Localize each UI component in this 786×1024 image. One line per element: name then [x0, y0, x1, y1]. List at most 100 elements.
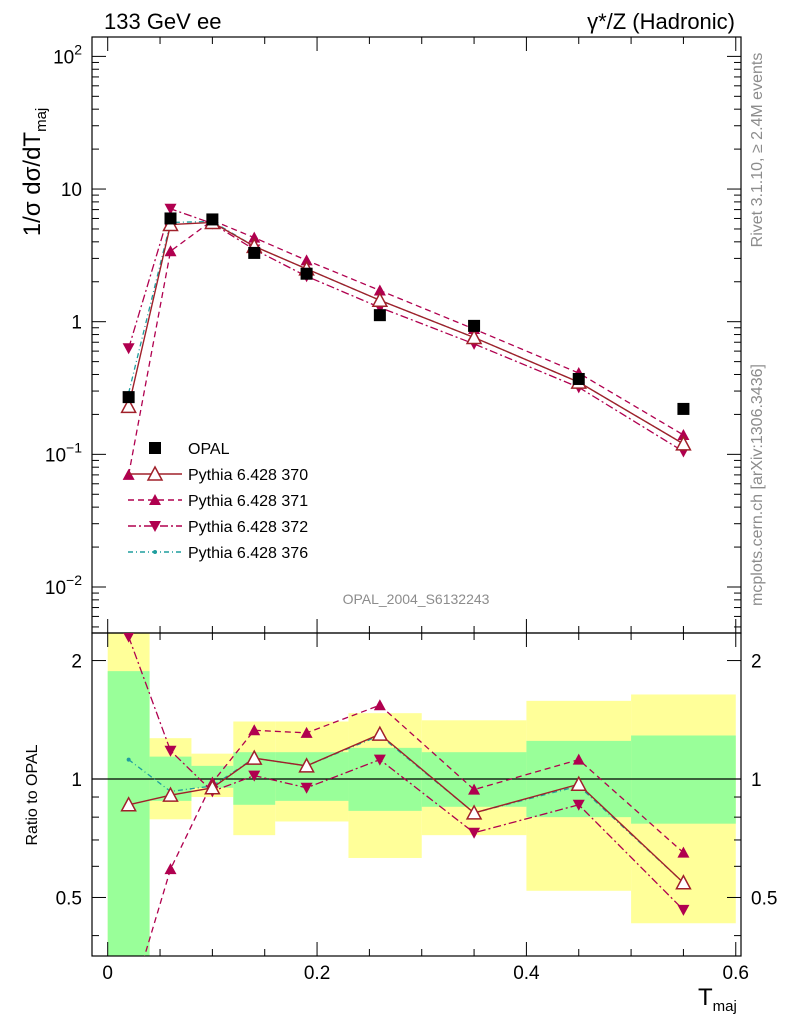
ratio-plot-frame [91, 632, 742, 957]
legend-label: Pythia 6.428 371 [188, 493, 308, 510]
main-point [120, 397, 137, 414]
ratio-point [162, 786, 179, 802]
ratio-point [248, 724, 261, 736]
main-plot-frame [91, 36, 742, 634]
ratio-point [570, 775, 588, 791]
x-axis-label-sub: maj [713, 998, 737, 1015]
main-point [164, 203, 177, 215]
ratio-band-green [107, 671, 150, 956]
main-point [206, 213, 219, 226]
ratio-y-tick-label-right: 2 [751, 652, 762, 673]
x-tick-label: 0 [102, 963, 113, 984]
main-point [122, 391, 135, 404]
ratio-y-axis-label: Ratio to OPAL [24, 744, 41, 845]
ratio-point [164, 745, 177, 757]
ratio-point [371, 725, 389, 741]
legend: OPAL Pythia 6.428 370 Pythia 6.428 371 Pyth… [128, 441, 308, 562]
ratio-uncertainty-bands [92, 633, 741, 956]
main-y-tick-label: 102 [53, 41, 82, 68]
ratio-point [468, 827, 481, 839]
ratio-y-tick-label-left: 1 [71, 770, 82, 791]
main-point [300, 254, 313, 266]
main-point [677, 428, 690, 440]
main-point [468, 319, 481, 332]
main-y-axis-label-text: 1/σ dσ/dT [19, 132, 46, 237]
main-series-line [128, 207, 684, 453]
x-tick-label: 0.2 [304, 963, 330, 984]
ratio-point [123, 633, 134, 643]
ratio-point [373, 754, 386, 766]
main-y-tick-label: 10−2 [45, 572, 82, 599]
ratio-point [204, 779, 221, 795]
ratio-y-tick-label-left: 2 [71, 652, 82, 673]
ratio-point [123, 1003, 135, 1014]
legend-marker [149, 494, 161, 505]
svg-text:Tmaj: Tmaj [698, 984, 737, 1015]
legend-marker [146, 465, 164, 481]
main-y-tick-label: 10 [61, 180, 82, 201]
x-tick-label: 0.6 [723, 963, 749, 984]
legend-marker [149, 442, 161, 454]
main-y-axis-label: 1/σ dσ/dTmaj [19, 108, 50, 237]
ratio-point [300, 726, 313, 738]
legend-label: Pythia 6.428 370 [188, 467, 308, 484]
x-tick-label: 0.4 [513, 963, 540, 984]
ratio-y-tick-label-right: 0.5 [751, 888, 777, 909]
main-point [164, 245, 177, 257]
ratio-point [675, 874, 692, 890]
ratio-y-tick-label-right: 1 [751, 770, 762, 791]
main-y-axis-label-sub: maj [33, 108, 50, 132]
main-point [675, 435, 692, 451]
mcplots-note: mcplots.cern.ch [arXiv:1306.3436] [749, 364, 766, 606]
main-point [373, 309, 386, 322]
main-series-line [128, 220, 684, 445]
main-y-tick-label: 1 [71, 313, 82, 334]
ratio-series-line [128, 734, 684, 884]
ratio-point [300, 782, 313, 794]
legend-label: OPAL [188, 441, 230, 458]
ratio-point [126, 757, 131, 762]
svg-text:1/σ dσ/dTmaj: 1/σ dσ/dTmaj [19, 108, 50, 237]
ratio-point [164, 863, 177, 875]
x-axis-label-text: T [698, 984, 713, 1011]
ratio-point [373, 699, 386, 711]
ratio-point [468, 783, 481, 795]
main-point [248, 231, 261, 243]
main-point [300, 267, 313, 280]
ratio-axis-ticks: 0.5 0.5 1 1 2 2 0 0.2 0.4 0.6 [56, 633, 777, 984]
main-point [248, 246, 261, 259]
main-axis-ticks: 10−2 10−1 1 10 102 [45, 37, 741, 633]
legend-marker [149, 521, 161, 532]
analysis-watermark: OPAL_2004_S6132243 [343, 591, 490, 607]
main-series [120, 203, 692, 480]
main-point [373, 284, 386, 296]
ratio-point [677, 904, 690, 916]
main-point [164, 212, 177, 225]
legend-label: Pythia 6.428 376 [188, 545, 308, 562]
ratio-point [465, 804, 483, 820]
ratio-point [120, 796, 137, 812]
ratio-point [298, 757, 315, 773]
main-series-line [127, 221, 684, 445]
main-point [122, 343, 135, 355]
main-point [677, 402, 690, 415]
x-axis-label: Tmaj [698, 984, 737, 1015]
legend-marker [153, 550, 157, 554]
rivet-note: Rivet 3.1.10, ≥ 2.4M events [749, 53, 766, 248]
main-series-line [127, 219, 684, 476]
main-point [371, 291, 389, 308]
ratio-point [245, 749, 263, 765]
header-left: 133 GeV ee [104, 9, 221, 34]
legend-label: Pythia 6.428 372 [188, 519, 308, 536]
ratio-point [572, 753, 585, 765]
main-point [572, 372, 585, 385]
ratio-y-tick-label-left: 0.5 [56, 888, 82, 909]
ratio-series [120, 633, 692, 1014]
header-right: γ*/Z (Hadronic) [587, 9, 735, 34]
main-y-tick-label: 10−1 [45, 439, 82, 466]
ratio-point [572, 799, 585, 811]
ratio-point [248, 770, 261, 782]
ratio-point [677, 846, 690, 858]
main-point [465, 328, 483, 345]
